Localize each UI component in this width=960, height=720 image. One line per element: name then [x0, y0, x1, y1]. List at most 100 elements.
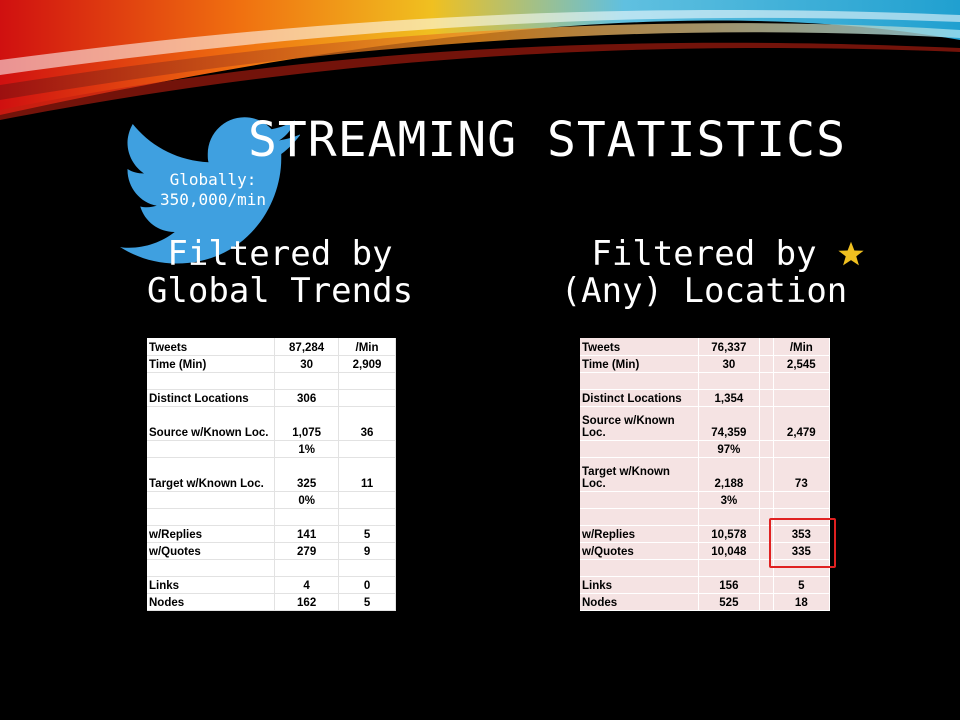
- cell-label: w/Quotes: [147, 542, 276, 560]
- left-column-heading: Filtered by Global Trends: [135, 236, 425, 310]
- cell-label: [147, 440, 276, 458]
- cell-spacer: [759, 576, 774, 594]
- table-row: [147, 372, 396, 390]
- left-heading-line2: Global Trends: [146, 271, 414, 311]
- cell-value: [698, 508, 760, 526]
- table-row: Nodes 525 18: [580, 593, 831, 611]
- cell-value: 74,359: [698, 406, 760, 441]
- cell-label: Time (Min): [147, 355, 276, 373]
- table-row: Time (Min) 30 2,545: [580, 355, 831, 373]
- cell-value: [274, 508, 340, 526]
- table-row: 97%: [580, 440, 831, 458]
- cell-rate: 2,479: [773, 406, 831, 441]
- cell-label: Source w/Known Loc.: [580, 406, 700, 441]
- table-row: Time (Min) 30 2,909: [147, 355, 396, 373]
- cell-rate: 2,909: [338, 355, 396, 373]
- table-row: [580, 372, 831, 390]
- cell-label: w/Quotes: [580, 542, 700, 560]
- location-stats-table: Tweets 76,337/Min Time (Min) 30 2,545 Distinc…: [580, 338, 831, 611]
- table-row: Links 156 5: [580, 576, 831, 594]
- cell-rate: [773, 372, 831, 390]
- table-row: 0%: [147, 491, 396, 509]
- cell-spacer: [759, 406, 774, 441]
- table-row: w/Replies 10,578 353: [580, 525, 831, 543]
- right-heading-line1: Filtered by: [591, 234, 817, 274]
- table-row: 3%: [580, 491, 831, 509]
- left-heading-line1: Filtered by: [167, 234, 393, 274]
- cell-label: [580, 440, 700, 458]
- cell-rate: 353: [773, 525, 831, 543]
- cell-value: 76,337: [698, 338, 760, 356]
- cell-spacer: [759, 491, 774, 509]
- cell-label: Tweets: [580, 338, 700, 356]
- cell-value: [274, 559, 340, 577]
- cell-rate: 18: [773, 593, 831, 611]
- cell-value: 97%: [698, 440, 760, 458]
- global-trends-stats-table: Tweets 87,284/Min Time (Min) 30 2,909 Distinc…: [147, 338, 396, 611]
- cell-value: 279: [274, 542, 340, 560]
- star-icon: [838, 241, 864, 266]
- cell-value: 325: [274, 457, 340, 492]
- cell-rate: 11: [338, 457, 396, 492]
- cell-spacer: [759, 457, 774, 492]
- cell-rate: [773, 508, 831, 526]
- cell-rate: [338, 491, 396, 509]
- cell-label: Links: [147, 576, 276, 594]
- cell-rate: 5: [773, 576, 831, 594]
- cell-spacer: [759, 440, 774, 458]
- cell-label: Tweets: [147, 338, 276, 356]
- cell-label: [580, 559, 700, 577]
- cell-label: Target w/Known Loc.: [147, 457, 276, 492]
- cell-label: [147, 491, 276, 509]
- right-heading-line2: (Any) Location: [560, 271, 848, 311]
- table-row: 1%: [147, 440, 396, 458]
- cell-value: 3%: [698, 491, 760, 509]
- cell-label: [147, 559, 276, 577]
- table-row: Target w/Known Loc. 325 11: [147, 457, 396, 492]
- table-row: Tweets 76,337/Min: [580, 338, 831, 356]
- twitter-bird-icon: [120, 117, 300, 264]
- cell-spacer: [759, 355, 774, 373]
- cell-rate: 36: [338, 406, 396, 441]
- cell-value: 30: [274, 355, 340, 373]
- cell-value: 87,284: [274, 338, 340, 356]
- cell-value: 0%: [274, 491, 340, 509]
- table-row: w/Quotes 10,048 335: [580, 542, 831, 560]
- cell-rate: 335: [773, 542, 831, 560]
- table-row: Links 4 0: [147, 576, 396, 594]
- cell-label: Time (Min): [580, 355, 700, 373]
- cell-label: [580, 491, 700, 509]
- table-row: [580, 559, 831, 577]
- cell-label: [147, 508, 276, 526]
- cell-spacer: [759, 593, 774, 611]
- right-column-heading: Filtered by (Any) Location: [548, 236, 860, 310]
- cell-value: 4: [274, 576, 340, 594]
- table-row: Nodes 162 5: [147, 593, 396, 611]
- cell-rate: 0: [338, 576, 396, 594]
- cell-value: 156: [698, 576, 760, 594]
- cell-value: 1,075: [274, 406, 340, 441]
- cell-rate: 9: [338, 542, 396, 560]
- cell-label: [147, 372, 276, 390]
- cell-value: [698, 372, 760, 390]
- table-row: w/Replies 141 5: [147, 525, 396, 543]
- table-row: w/Quotes 279 9: [147, 542, 396, 560]
- cell-rate: [338, 440, 396, 458]
- global-rate-value: 350,000/min: [160, 190, 266, 209]
- table-row: Target w/Known Loc. 2,188 73: [580, 457, 831, 492]
- rainbow-swoosh-decoration: [0, 0, 960, 120]
- cell-spacer: [759, 389, 774, 407]
- cell-label: Links: [580, 576, 700, 594]
- cell-value: 2,188: [698, 457, 760, 492]
- cell-value: 525: [698, 593, 760, 611]
- cell-value: [274, 372, 340, 390]
- table-row: [147, 508, 396, 526]
- table-row: Source w/Known Loc. 1,075 36: [147, 406, 396, 441]
- cell-label: [580, 372, 700, 390]
- table-row: Distinct Locations 306: [147, 389, 396, 407]
- cell-rate: [773, 389, 831, 407]
- highlight-box: [769, 518, 836, 568]
- cell-value: 1,354: [698, 389, 760, 407]
- cell-spacer: [759, 372, 774, 390]
- cell-rate: 73: [773, 457, 831, 492]
